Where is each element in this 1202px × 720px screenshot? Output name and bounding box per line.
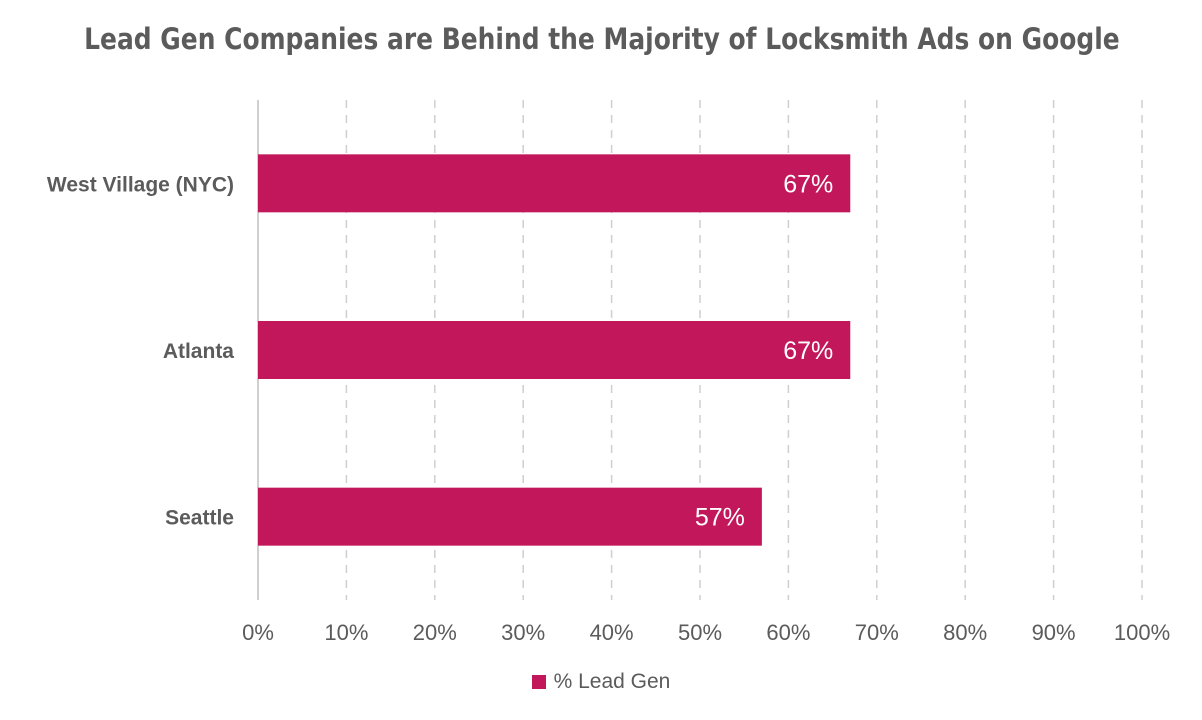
category-label-1: Atlanta <box>163 340 234 363</box>
data-label-2: 57% <box>695 504 745 532</box>
legend: % Lead Gen <box>0 670 1202 694</box>
x-tick-label-30: 30% <box>501 620 545 645</box>
legend-swatch <box>531 675 546 689</box>
x-tick-label-70: 70% <box>855 620 899 645</box>
x-tick-label-0: 0% <box>242 620 274 645</box>
bar-2 <box>258 487 762 546</box>
data-label-0: 67% <box>783 170 833 198</box>
chart-title: Lead Gen Companies are Behind the Majori… <box>84 22 1120 56</box>
bar-0 <box>258 154 851 213</box>
data-label-1: 67% <box>783 337 833 365</box>
x-tick-label-90: 90% <box>1032 620 1076 645</box>
x-tick-label-20: 20% <box>413 620 457 645</box>
bar-1 <box>258 321 851 379</box>
legend-label: % Lead Gen <box>553 670 671 693</box>
x-tick-label-60: 60% <box>766 620 810 645</box>
x-tick-label-50: 50% <box>678 620 722 645</box>
x-tick-label-10: 10% <box>324 620 368 645</box>
category-label-0: West Village (NYC) <box>47 173 234 196</box>
x-tick-label-100: 100% <box>1114 620 1170 645</box>
x-tick-label-40: 40% <box>590 620 634 645</box>
category-label-2: Seattle <box>165 507 234 530</box>
x-tick-label-80: 80% <box>943 620 987 645</box>
